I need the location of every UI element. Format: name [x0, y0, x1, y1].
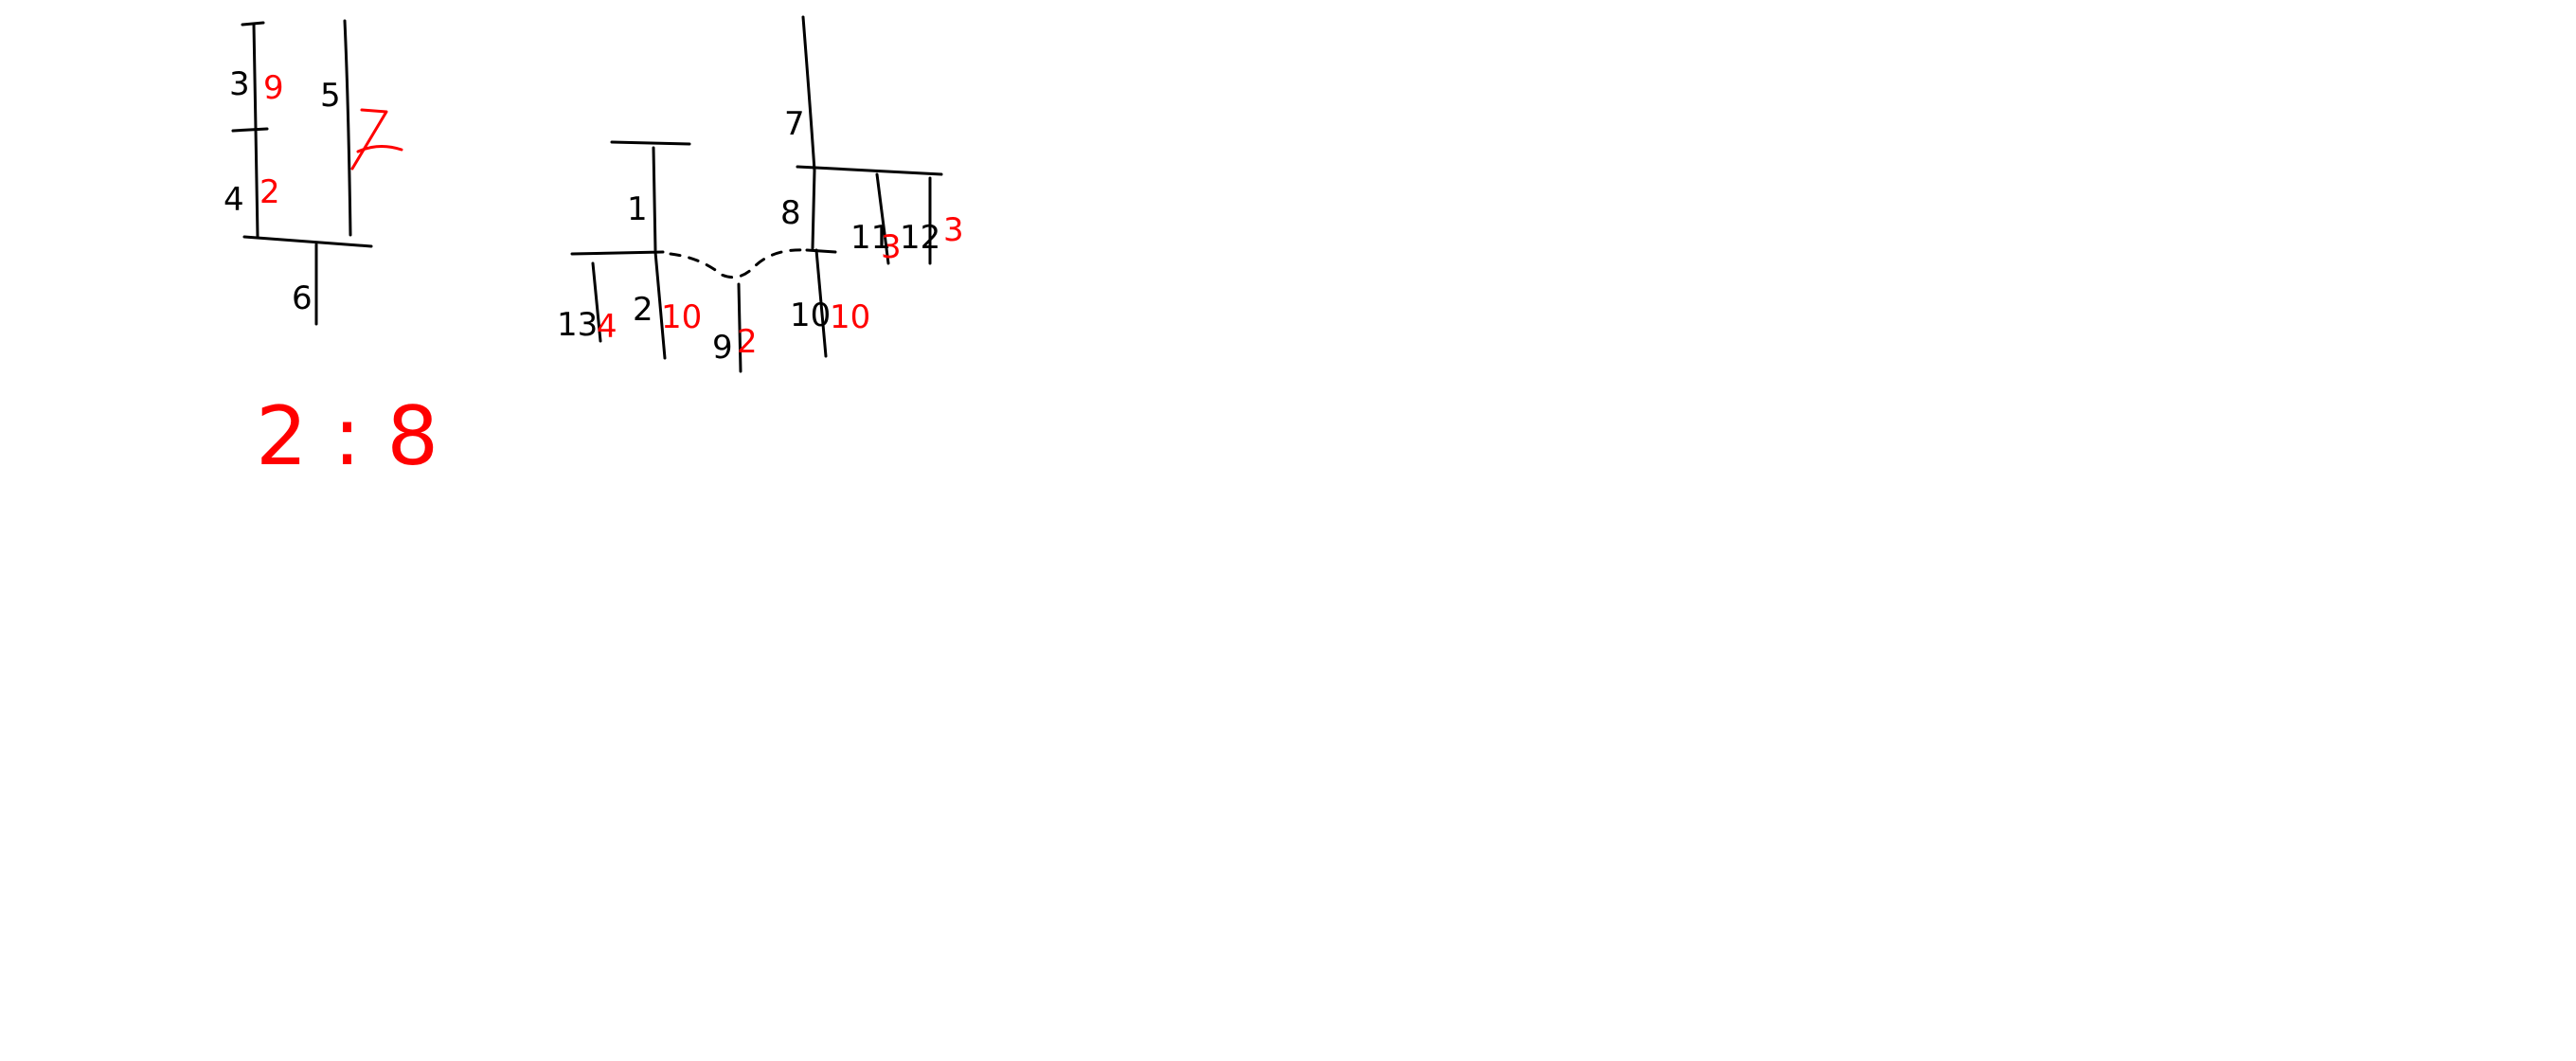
label-3: 3 — [229, 65, 250, 103]
label-11: 11 — [850, 219, 891, 257]
top-bar-1 — [610, 140, 691, 146]
label-5: 5 — [320, 77, 341, 115]
label-12: 12 — [900, 219, 940, 257]
label-9: 9 — [263, 69, 284, 107]
line-segment-13 — [591, 261, 602, 343]
label-7: 7 — [784, 105, 805, 143]
label-8: 8 — [780, 194, 801, 232]
line-segment-10 — [814, 248, 828, 358]
line-segment-9 — [737, 282, 742, 373]
ratio-annotation: 2 : 8 — [256, 389, 438, 484]
top-right-bar — [796, 165, 943, 176]
label-red-10a: 10 — [661, 298, 702, 336]
line-segment-11 — [875, 172, 890, 265]
label-13: 13 — [557, 306, 598, 344]
label-red-3b: 3 — [943, 211, 964, 249]
top-tick — [241, 21, 265, 27]
label-red-2: 2 — [737, 323, 758, 361]
right-diagram: 1 7 8 13 4 2 10 9 2 10 10 11 3 12 3 — [557, 15, 964, 373]
right-horizontal-small — [805, 248, 837, 254]
line-segment-5 — [343, 19, 352, 237]
line-segment-1 — [652, 146, 657, 252]
label-10: 10 — [790, 297, 831, 334]
label-4: 4 — [224, 181, 244, 219]
label-red-3a: 3 — [881, 228, 902, 266]
label-red-4: 4 — [597, 308, 617, 346]
line-segment-8 — [811, 169, 816, 250]
dashed-connection — [669, 248, 809, 279]
line-segment-7 — [801, 15, 816, 172]
label-2: 2 — [633, 291, 653, 329]
red-seven-mark — [350, 108, 403, 171]
left-diagram: 3 9 4 2 5 6 2 : 8 — [224, 19, 438, 484]
label-9: 9 — [712, 329, 733, 367]
line-segment-3 — [252, 23, 258, 131]
bottom-bar — [242, 235, 373, 248]
line-segment-2 — [653, 250, 667, 360]
left-horizontal — [570, 250, 665, 256]
line-segment-4 — [254, 127, 259, 239]
label-red-10b: 10 — [830, 298, 870, 336]
label-2: 2 — [259, 173, 280, 211]
mid-tick — [231, 127, 269, 133]
label-1: 1 — [627, 190, 648, 228]
label-6: 6 — [292, 279, 313, 317]
